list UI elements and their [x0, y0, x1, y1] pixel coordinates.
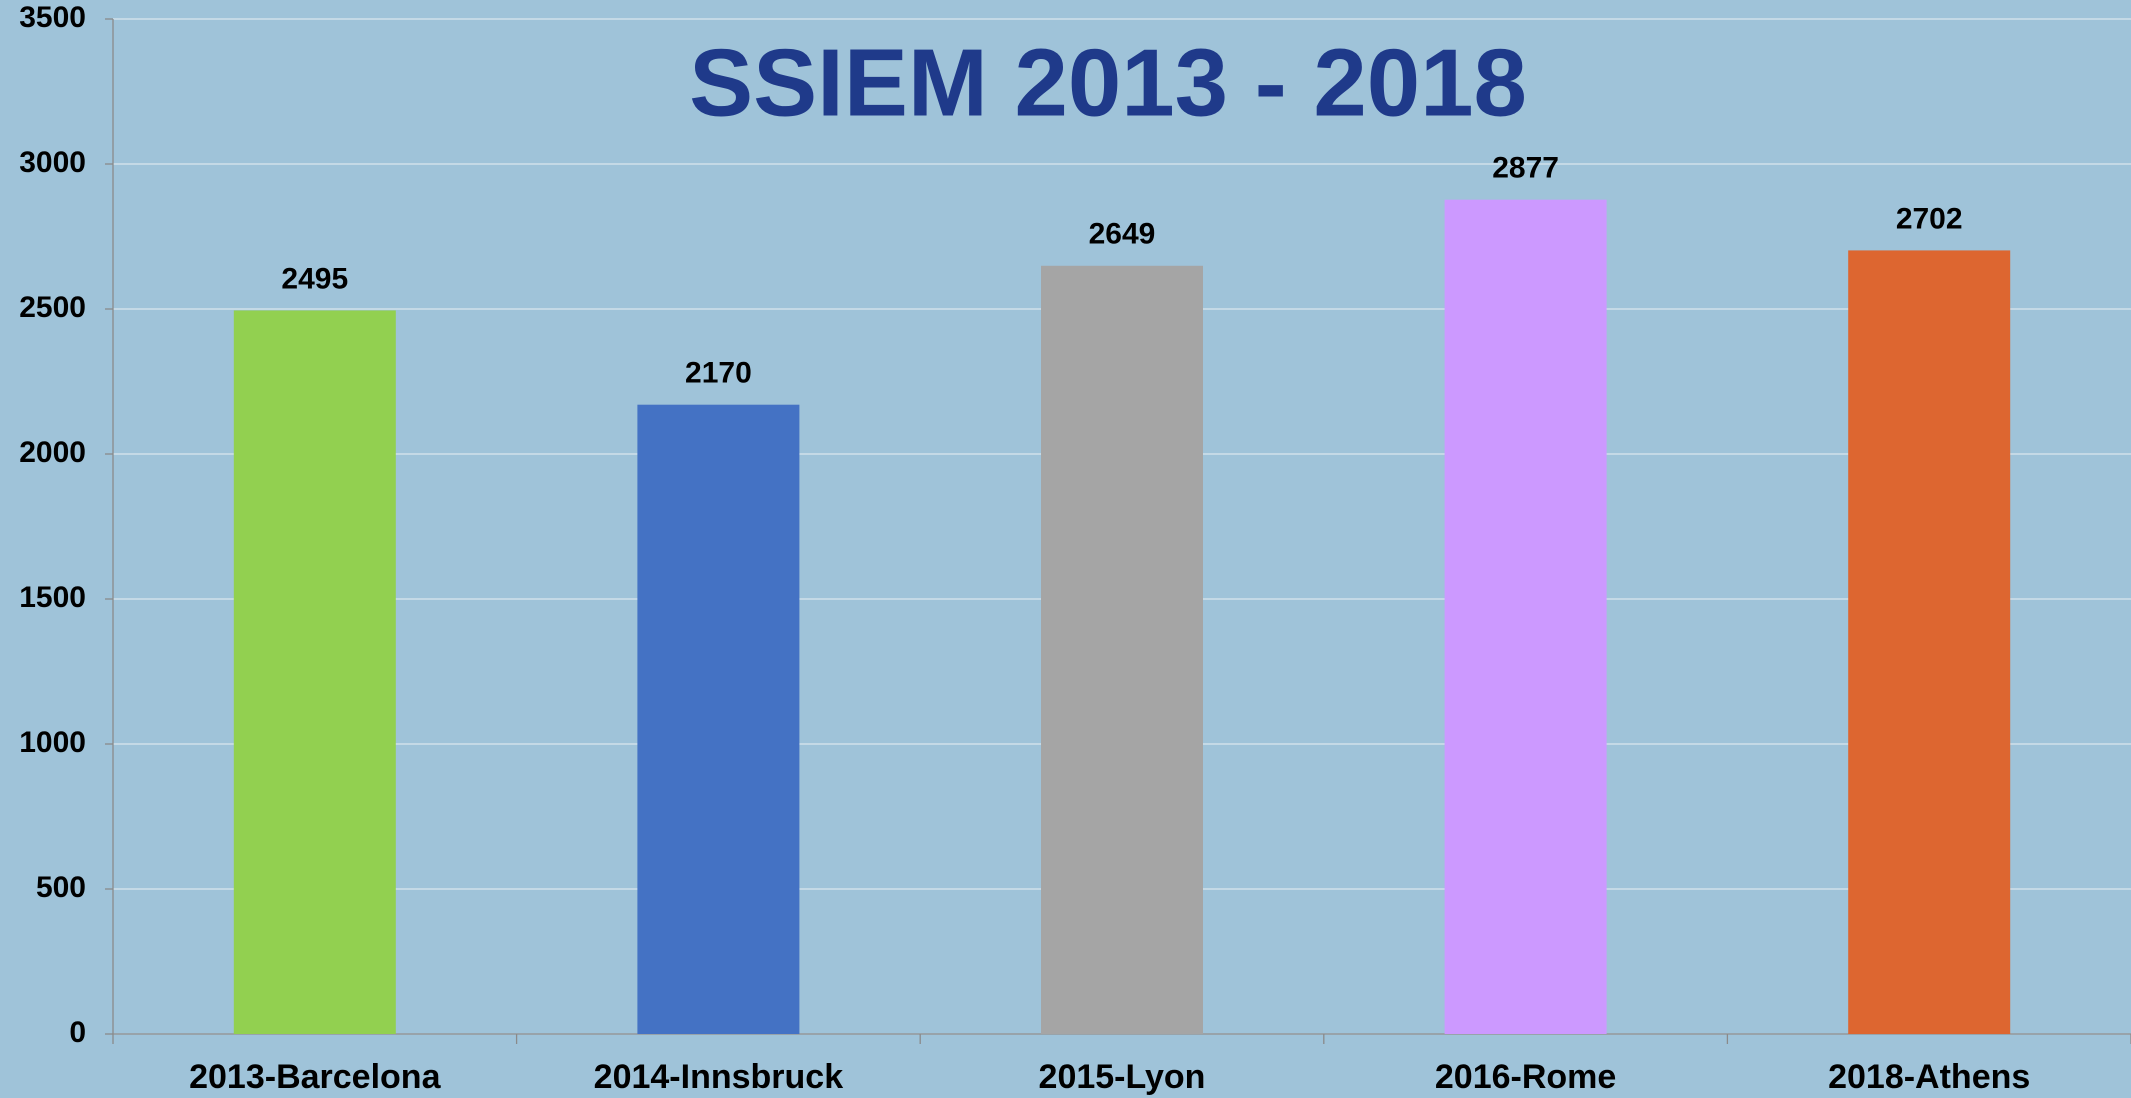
bar [637, 404, 800, 1034]
value-label: 2649 [1089, 218, 1156, 251]
bar [233, 310, 396, 1034]
y-tick-label: 2000 [19, 436, 86, 469]
bar [1848, 250, 2011, 1035]
y-tick-label: 2500 [19, 291, 86, 324]
y-tick-label: 3000 [19, 146, 86, 179]
bar [1444, 199, 1607, 1035]
value-label: 2170 [685, 357, 752, 390]
y-tick-label: 3500 [19, 1, 86, 34]
x-tick-label: 2016-Rome [1435, 1058, 1616, 1096]
y-tick-label: 500 [36, 871, 86, 904]
chart-title: SSIEM 2013 - 2018 [689, 29, 1527, 136]
value-label: 2495 [281, 262, 348, 295]
x-tick-label: 2015-Lyon [1039, 1058, 1206, 1096]
x-tick-label: 2014-Innsbruck [594, 1058, 844, 1096]
y-tick-label: 1500 [19, 581, 86, 614]
x-tick-label: 2018-Athens [1828, 1058, 2030, 1096]
bar [1041, 265, 1203, 1034]
y-tick-label: 1000 [19, 726, 86, 759]
y-tick-label: 0 [69, 1016, 86, 1049]
x-tick-label: 2013-Barcelona [189, 1058, 441, 1096]
value-label: 2877 [1492, 152, 1559, 185]
value-label: 2702 [1896, 202, 1963, 235]
